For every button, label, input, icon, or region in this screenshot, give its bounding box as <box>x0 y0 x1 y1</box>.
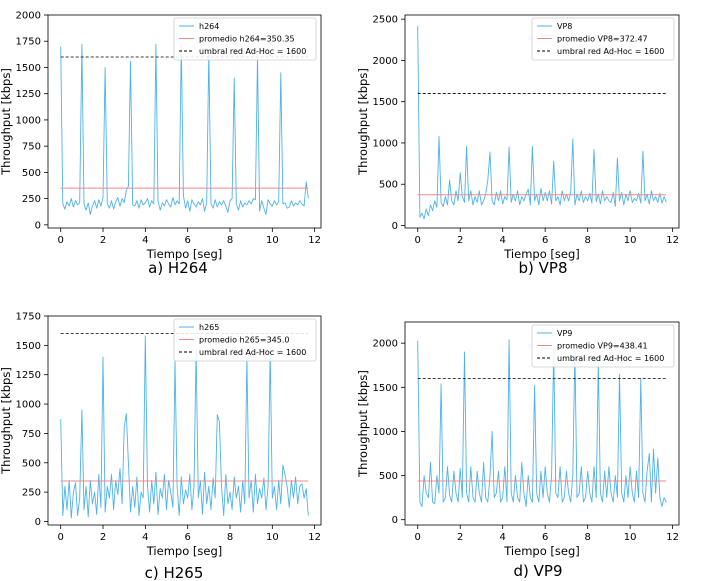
y-tick-label: 1500 <box>373 383 398 394</box>
y-tick-label: 250 <box>22 488 41 499</box>
x-tick-label: 0 <box>415 235 421 246</box>
y-tick-label: 1500 <box>16 63 41 74</box>
legend-box <box>173 17 317 61</box>
caption-d: d) VP9 <box>514 562 563 580</box>
x-tick-label: 0 <box>58 235 64 246</box>
y-axis-label: Throughput [kbps] <box>356 68 370 176</box>
chart-a: 0 2 4 6 8 10 12 0 250 500 750 1000 1250 1500 1750 2000 T… <box>0 11 322 261</box>
x-tick-label: 4 <box>142 235 148 246</box>
x-axis-label: Tiempo [seg] <box>503 247 579 261</box>
legend-entry: promedio VP8=372.47 <box>557 35 648 44</box>
series-line-h264 <box>60 43 309 215</box>
y-tick-label: 2500 <box>373 15 398 26</box>
x-tick-label: 2 <box>100 235 106 246</box>
chart-b: 0 2 4 6 8 10 12 0 500 1000 1500 2000 2500 Tiempo [seg… <box>356 14 680 261</box>
x-tick-label: 0 <box>415 532 421 543</box>
x-tick-label: 2 <box>457 235 463 246</box>
y-tick-label: 1750 <box>16 312 41 323</box>
y-tick-label: 2000 <box>16 11 41 22</box>
plot-frame <box>404 321 680 526</box>
x-tick-label: 4 <box>142 532 148 543</box>
legend-entry: umbral red Ad-Hoc = 1600 <box>199 348 306 357</box>
y-tick-label: 1250 <box>16 370 41 381</box>
caption-a: a) H264 <box>148 259 208 277</box>
legend-box <box>531 17 675 61</box>
x-axis-label: Tiempo [seg] <box>503 544 579 558</box>
plot-frame <box>404 14 680 229</box>
y-tick-label: 1000 <box>373 427 398 438</box>
legend-box <box>173 318 317 362</box>
y-tick-label: 1000 <box>16 400 41 411</box>
legend-entry: h265 <box>199 323 219 332</box>
y-tick-label: 0 <box>35 220 41 231</box>
legend-entry: umbral red Ad-Hoc = 1600 <box>557 354 664 363</box>
y-tick-label: 250 <box>22 194 41 205</box>
x-tick-label: 6 <box>542 235 548 246</box>
y-tick-label: 2000 <box>373 339 398 350</box>
x-axis-label: Tiempo [seg] <box>146 544 222 558</box>
y-tick-label: 500 <box>22 168 41 179</box>
x-tick-label: 10 <box>266 532 279 543</box>
legend-entry: promedio h264=350.35 <box>199 35 295 44</box>
series-line-vp9 <box>417 339 667 507</box>
legend-entry: VP8 <box>557 22 572 31</box>
plot-frame <box>47 14 322 229</box>
y-tick-label: 1500 <box>373 97 398 108</box>
legend-box <box>531 324 675 368</box>
x-tick-label: 0 <box>58 532 64 543</box>
x-tick-label: 8 <box>227 532 233 543</box>
legend-entry: umbral red Ad-Hoc = 1600 <box>199 47 306 56</box>
series-line-h265 <box>60 335 309 519</box>
legend-entry: umbral red Ad-Hoc = 1600 <box>557 47 664 56</box>
caption-c: c) H265 <box>145 564 204 581</box>
plot-frame <box>47 315 322 526</box>
y-tick-label: 1250 <box>16 89 41 100</box>
y-tick-label: 500 <box>379 471 398 482</box>
chart-c: 0 2 4 6 8 10 12 0 250 500 750 1000 1250 1500 1750 Tiemp… <box>0 312 322 558</box>
x-tick-label: 6 <box>184 532 190 543</box>
x-axis-label: Tiempo [seg] <box>146 247 222 261</box>
x-tick-label: 10 <box>624 235 637 246</box>
y-tick-label: 500 <box>379 180 398 191</box>
y-tick-label: 750 <box>22 142 41 153</box>
x-tick-label: 2 <box>457 532 463 543</box>
y-tick-label: 1000 <box>373 138 398 149</box>
x-tick-label: 10 <box>266 235 279 246</box>
y-tick-label: 2000 <box>373 56 398 67</box>
y-tick-label: 0 <box>392 221 398 232</box>
y-axis-label: Throughput [kbps] <box>0 367 13 475</box>
y-axis-label: Throughput [kbps] <box>0 68 13 176</box>
legend-entry: h264 <box>199 22 219 31</box>
legend-entry: VP9 <box>557 329 572 338</box>
x-tick-label: 4 <box>500 532 506 543</box>
y-tick-label: 1750 <box>16 37 41 48</box>
x-tick-label: 8 <box>584 532 590 543</box>
y-tick-label: 0 <box>35 517 41 528</box>
x-tick-label: 8 <box>584 235 590 246</box>
y-tick-label: 0 <box>392 515 398 526</box>
x-tick-label: 12 <box>666 532 679 543</box>
y-tick-label: 1000 <box>16 115 41 126</box>
y-tick-label: 500 <box>22 458 41 469</box>
y-tick-label: 750 <box>22 429 41 440</box>
x-tick-label: 6 <box>542 532 548 543</box>
chart-d: 0 2 4 6 8 10 12 0 500 1000 1500 2000 Tiempo [seg] Thr… <box>356 321 680 558</box>
y-tick-label: 1500 <box>16 341 41 352</box>
legend-entry: promedio h265=345.0 <box>199 336 289 345</box>
x-tick-label: 4 <box>500 235 506 246</box>
x-tick-label: 2 <box>100 532 106 543</box>
x-tick-label: 12 <box>666 235 679 246</box>
x-tick-label: 6 <box>184 235 190 246</box>
caption-b: b) VP8 <box>519 259 568 277</box>
x-tick-label: 12 <box>308 235 321 246</box>
x-tick-label: 10 <box>624 532 637 543</box>
x-tick-label: 8 <box>227 235 233 246</box>
x-tick-label: 12 <box>308 532 321 543</box>
y-axis-label: Throughput [kbps] <box>356 370 370 478</box>
legend-entry: promedio VP9=438.41 <box>557 342 648 351</box>
